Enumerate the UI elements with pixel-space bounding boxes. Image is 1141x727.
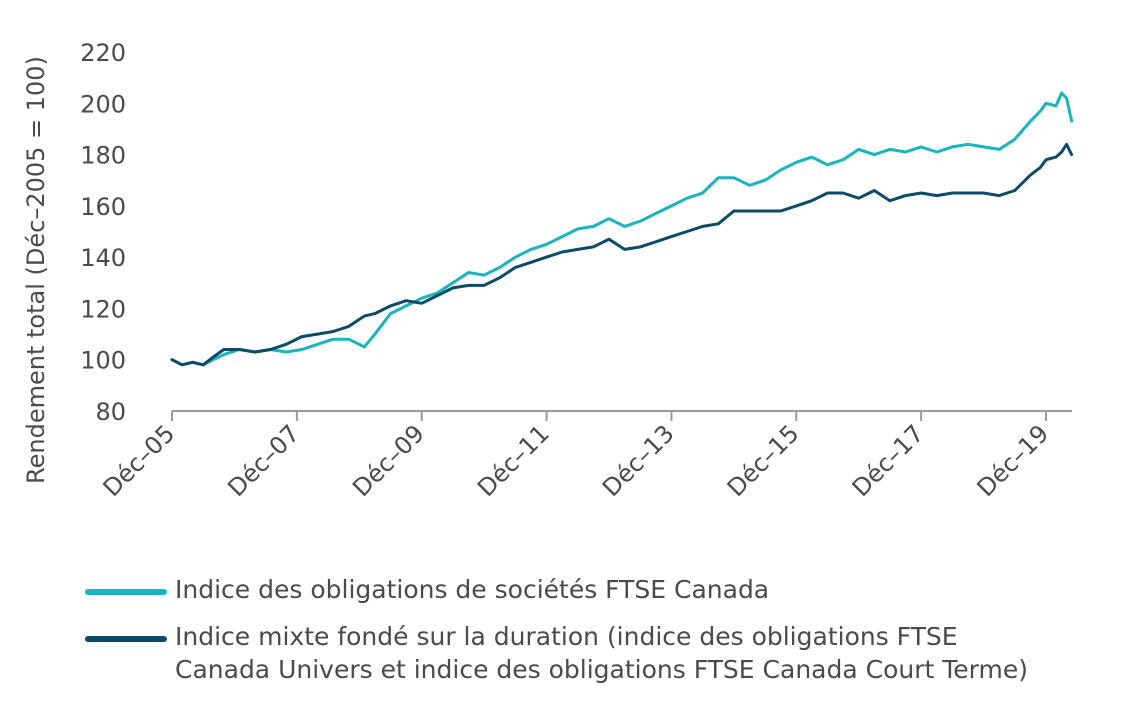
y-tick-label: 80 (95, 398, 126, 426)
y-tick-label: 160 (80, 193, 126, 221)
legend-swatch-corporate (85, 589, 167, 595)
x-tick-label: Déc–19 (972, 419, 1055, 502)
x-axis: Déc–05 Déc–07 Déc–09 Déc–11 Déc–13 Déc–15 Déc–… (98, 410, 1072, 502)
y-tick-label: 220 (80, 39, 126, 67)
y-tick-label: 140 (80, 244, 126, 272)
x-tick-label: Déc–09 (347, 419, 430, 502)
line-chart: Rendement total (Déc–2005 = 100) 80 100 12… (22, 39, 1074, 502)
y-axis-label: Rendement total (Déc–2005 = 100) (22, 56, 50, 484)
legend-swatch-duration-blend (85, 636, 167, 642)
x-tick-label: Déc–15 (722, 419, 805, 502)
x-tick-label: Déc–07 (222, 419, 305, 502)
y-tick-label: 100 (80, 347, 126, 375)
series-line-corporate-index (170, 91, 1074, 367)
legend-label-duration-blend: Indice mixte fondé sur la duration (indi… (175, 622, 1028, 684)
y-axis-ticks: 80 100 120 140 160 180 200 220 (80, 39, 126, 426)
x-tick-label: Déc–17 (847, 419, 930, 502)
y-tick-label: 120 (80, 295, 126, 323)
x-tick-label: Déc–11 (472, 419, 555, 502)
x-tick-label: Déc–05 (98, 419, 181, 502)
legend-item-corporate-index: Indice des obligations de sociétés FTSE … (85, 573, 769, 606)
y-tick-label: 200 (80, 90, 126, 118)
legend-label-corporate: Indice des obligations de sociétés FTSE … (175, 575, 770, 604)
y-tick-label: 180 (80, 142, 126, 170)
series-line-duration-blend-index (170, 142, 1074, 367)
legend-item-duration-blend-index: Indice mixte fondé sur la duration (indi… (85, 620, 1028, 686)
series-lines (170, 91, 1074, 367)
x-tick-label: Déc–13 (597, 419, 680, 502)
